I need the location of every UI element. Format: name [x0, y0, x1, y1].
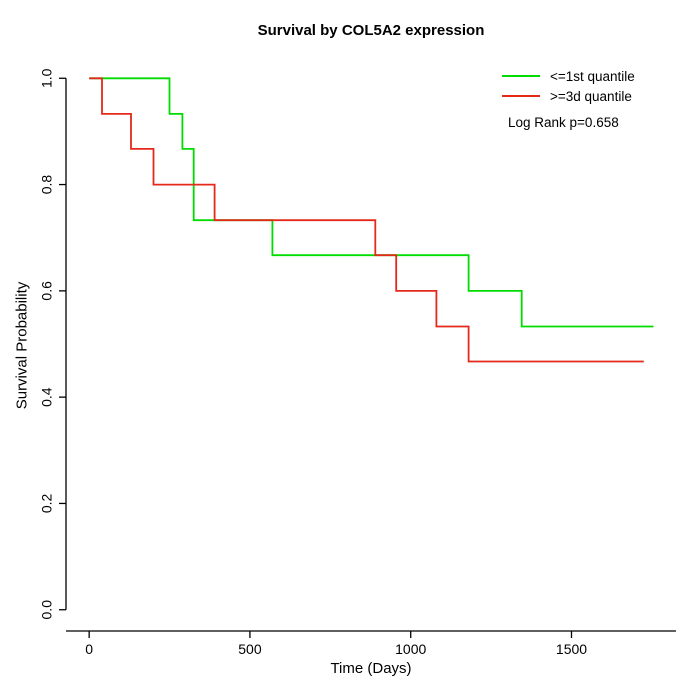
y-axis-tick-label: 0.8: [39, 175, 55, 195]
legend: <=1st quantile >=3d quantile Log Rank p=…: [502, 66, 687, 130]
logrank-pvalue-annotation: Log Rank p=0.658: [508, 115, 619, 130]
x-axis-label: Time (Days): [330, 660, 412, 677]
legend-label-third-quantile: >=3d quantile: [550, 88, 632, 104]
chart-title: Survival by COL5A2 expression: [257, 22, 485, 39]
green-line-swatch: [502, 75, 540, 77]
y-axis-tick-label: 0.2: [39, 494, 55, 514]
y-axis-tick-label: 1.0: [39, 68, 55, 88]
x-axis-tick-label: 1000: [395, 641, 426, 657]
x-axis-tick-label: 1500: [556, 641, 587, 657]
legend-item-first-quantile: <=1st quantile: [502, 66, 687, 86]
x-axis-tick-label: 0: [85, 641, 93, 657]
red-line-swatch: [502, 95, 540, 97]
legend-item-third-quantile: >=3d quantile: [502, 86, 687, 106]
y-axis-tick-label: 0.0: [39, 600, 55, 620]
legend-label-first-quantile: <=1st quantile: [550, 68, 635, 84]
y-axis-tick-label: 0.6: [39, 281, 55, 301]
survival-curve-red: [89, 77, 644, 363]
y-axis-tick-label: 0.4: [39, 387, 55, 407]
x-axis-tick-label: 500: [238, 641, 262, 657]
